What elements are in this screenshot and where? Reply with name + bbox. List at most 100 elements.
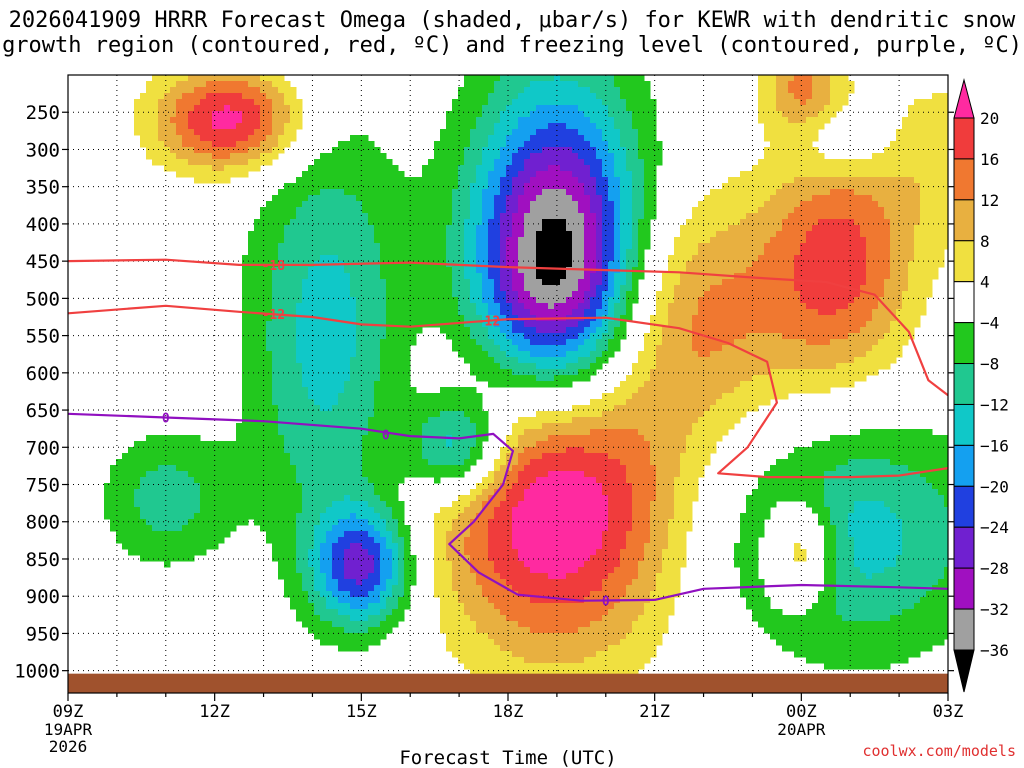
omega-cell [158, 549, 165, 556]
omega-cell [542, 585, 549, 592]
omega-cell [176, 153, 183, 160]
omega-cell [554, 189, 561, 196]
omega-cell [380, 201, 387, 208]
omega-cell [242, 519, 249, 526]
omega-cell [296, 243, 303, 250]
omega-cell [266, 537, 273, 544]
omega-cell [344, 411, 351, 418]
omega-cell [272, 555, 279, 562]
omega-cell [518, 615, 525, 622]
omega-cell [440, 195, 447, 202]
omega-cell [266, 123, 273, 130]
omega-cell [452, 525, 459, 532]
omega-cell [374, 339, 381, 346]
omega-cell [428, 309, 435, 316]
omega-cell [344, 465, 351, 472]
omega-cell [452, 639, 459, 646]
omega-cell [356, 435, 363, 442]
omega-cell [542, 477, 549, 484]
omega-cell [560, 345, 567, 352]
omega-cell [344, 327, 351, 334]
omega-cell [500, 297, 507, 304]
omega-cell [134, 501, 141, 508]
omega-cell [416, 195, 423, 202]
omega-cell [452, 441, 459, 448]
omega-cell [518, 495, 525, 502]
omega-cell [488, 315, 495, 322]
omega-cell [290, 249, 297, 256]
omega-cell [482, 279, 489, 286]
omega-cell [530, 99, 537, 106]
omega-cell [428, 441, 435, 448]
omega-cell [218, 159, 225, 166]
omega-cell [218, 483, 225, 490]
omega-cell [494, 465, 501, 472]
omega-cell [410, 387, 417, 394]
omega-cell [440, 159, 447, 166]
omega-cell [536, 579, 543, 586]
omega-cell [320, 339, 327, 346]
omega-cell [320, 591, 327, 598]
omega-cell [356, 501, 363, 508]
omega-cell [350, 135, 357, 142]
omega-cell [392, 417, 399, 424]
omega-cell [170, 93, 177, 100]
omega-cell [146, 501, 153, 508]
omega-cell [146, 87, 153, 94]
omega-cell [356, 141, 363, 148]
omega-cell [284, 531, 291, 538]
omega-cell [176, 99, 183, 106]
omega-cell [380, 591, 387, 598]
omega-cell [260, 99, 267, 106]
omega-cell [302, 393, 309, 400]
omega-cell [440, 207, 447, 214]
omega-cell [206, 153, 213, 160]
omega-cell [320, 477, 327, 484]
omega-cell [212, 87, 219, 94]
omega-cell [548, 279, 555, 286]
omega-cell [374, 507, 381, 514]
omega-cell [476, 543, 483, 550]
omega-cell [488, 81, 495, 88]
omega-cell [560, 243, 567, 250]
omega-cell [344, 321, 351, 328]
omega-cell [278, 405, 285, 412]
omega-cell [536, 213, 543, 220]
omega-cell [374, 237, 381, 244]
omega-cell [218, 519, 225, 526]
omega-cell [404, 279, 411, 286]
omega-cell [176, 81, 183, 88]
omega-cell [326, 267, 333, 274]
omega-cell [488, 483, 495, 490]
omega-cell [284, 579, 291, 586]
omega-cell [200, 75, 207, 82]
omega-cell [248, 231, 255, 238]
omega-cell [536, 327, 543, 334]
omega-cell [434, 213, 441, 220]
omega-cell [350, 453, 357, 460]
omega-cell [356, 609, 363, 616]
omega-cell [266, 333, 273, 340]
omega-cell [530, 447, 537, 454]
omega-cell [506, 129, 513, 136]
omega-cell [326, 333, 333, 340]
omega-cell [506, 321, 513, 328]
omega-cell [530, 573, 537, 580]
omega-cell [266, 153, 273, 160]
omega-cell [494, 255, 501, 262]
omega-cell [506, 87, 513, 94]
credit-link[interactable]: coolwx.com/models [862, 742, 1016, 760]
omega-cell [512, 495, 519, 502]
omega-cell [530, 345, 537, 352]
omega-cell [158, 525, 165, 532]
omega-cell [494, 261, 501, 268]
omega-cell [284, 93, 291, 100]
omega-cell [470, 657, 477, 664]
omega-cell [344, 195, 351, 202]
omega-cell [536, 225, 543, 232]
omega-cell [536, 177, 543, 184]
omega-cell [404, 315, 411, 322]
omega-cell [188, 537, 195, 544]
omega-cell [446, 243, 453, 250]
omega-cell [242, 375, 249, 382]
